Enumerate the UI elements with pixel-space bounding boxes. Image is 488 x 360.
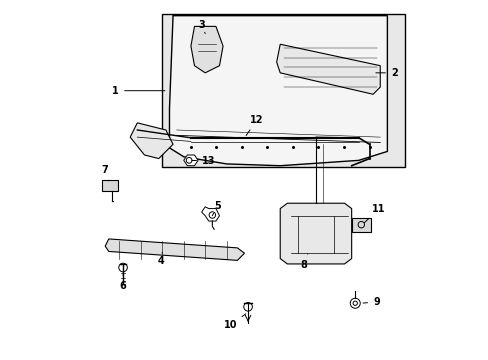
Text: 3: 3 <box>198 19 205 33</box>
Polygon shape <box>201 207 219 221</box>
Text: 2: 2 <box>375 68 397 78</box>
Text: 13: 13 <box>191 156 215 166</box>
FancyBboxPatch shape <box>162 14 405 167</box>
Text: 1: 1 <box>112 86 164 96</box>
Polygon shape <box>190 26 223 73</box>
Polygon shape <box>276 44 380 94</box>
Polygon shape <box>169 16 386 166</box>
Polygon shape <box>130 123 173 158</box>
Polygon shape <box>105 239 244 260</box>
Polygon shape <box>280 203 351 264</box>
Text: 4: 4 <box>157 252 163 266</box>
Bar <box>351 217 370 232</box>
Polygon shape <box>183 155 198 166</box>
Text: 11: 11 <box>364 204 385 223</box>
Text: 6: 6 <box>120 275 126 291</box>
Text: 7: 7 <box>102 165 108 181</box>
Bar <box>102 180 118 191</box>
Text: 12: 12 <box>245 115 263 136</box>
Text: 5: 5 <box>212 201 221 216</box>
Text: 10: 10 <box>223 314 245 330</box>
Text: 8: 8 <box>300 254 307 270</box>
Text: 9: 9 <box>362 297 379 307</box>
